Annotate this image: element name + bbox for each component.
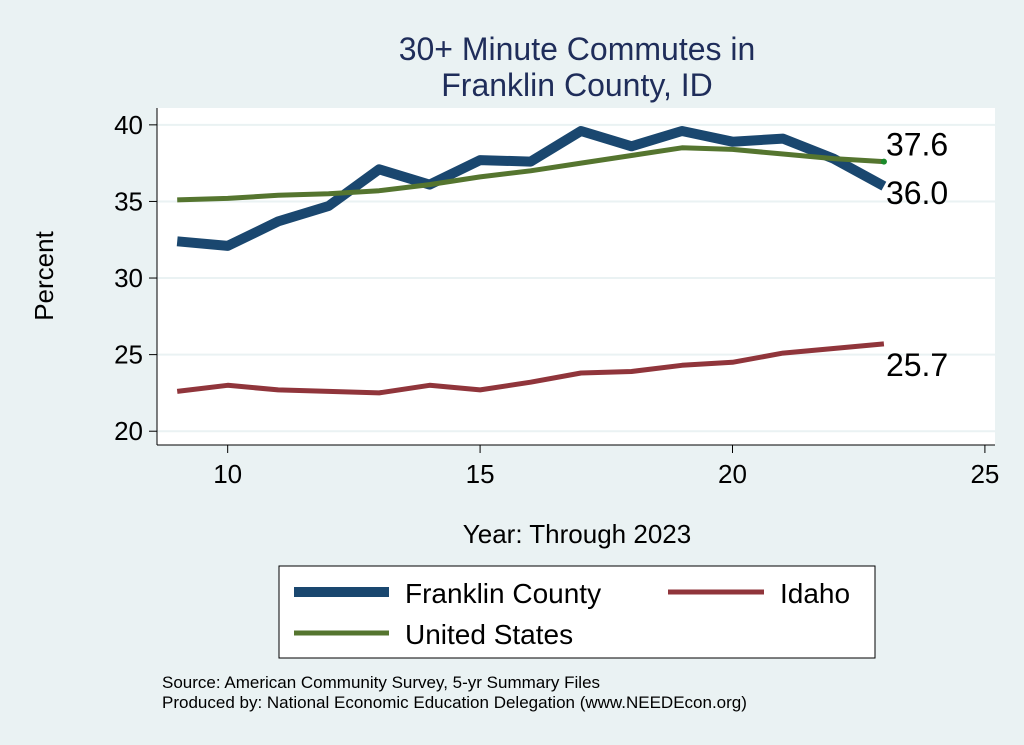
series-line-franklin-county xyxy=(176,126,887,251)
series-line-idaho xyxy=(176,341,885,396)
chart-title-line-1: 30+ Minute Commutes in xyxy=(399,31,756,67)
legend-box xyxy=(278,565,876,659)
y-tick-label-20: 20 xyxy=(114,416,143,446)
chart-title-line-2: Franklin County, ID xyxy=(441,67,713,103)
end-label-united-states: 37.6 xyxy=(886,127,948,163)
y-axis-title: Percent xyxy=(29,230,59,320)
y-tick-label-35: 35 xyxy=(114,186,143,216)
legend-label-franklin-county: Franklin County xyxy=(405,578,601,609)
y-tick-label-25: 25 xyxy=(114,340,143,370)
x-tick-label-10: 10 xyxy=(213,459,242,489)
gridlines xyxy=(157,123,995,433)
x-tick-label-25: 25 xyxy=(970,459,999,489)
x-tick-label-20: 20 xyxy=(718,459,747,489)
end-label-franklin-county: 36.0 xyxy=(886,175,948,211)
source-note: Source: American Community Survey, 5-yr … xyxy=(162,673,600,692)
x-axis-title: Year: Through 2023 xyxy=(463,519,691,549)
series-lines xyxy=(176,126,887,396)
legend-label-idaho: Idaho xyxy=(780,578,850,609)
x-ticks: 10 15 20 25 xyxy=(213,445,999,489)
y-tick-label-30: 30 xyxy=(114,263,143,293)
series-endpoint-united-states xyxy=(880,158,887,165)
series-line-united-states xyxy=(177,145,885,203)
x-tick-label-15: 15 xyxy=(466,459,495,489)
end-labels: 36.0 25.7 37.6 xyxy=(886,127,948,383)
y-tick-label-40: 40 xyxy=(114,110,143,140)
end-label-idaho: 25.7 xyxy=(886,347,948,383)
y-ticks: 20 25 30 35 40 xyxy=(114,110,157,446)
legend-label-united-states: United States xyxy=(405,619,573,650)
legend: Franklin County Idaho United States xyxy=(278,565,876,659)
producer-note: Produced by: National Economic Education… xyxy=(162,693,747,712)
